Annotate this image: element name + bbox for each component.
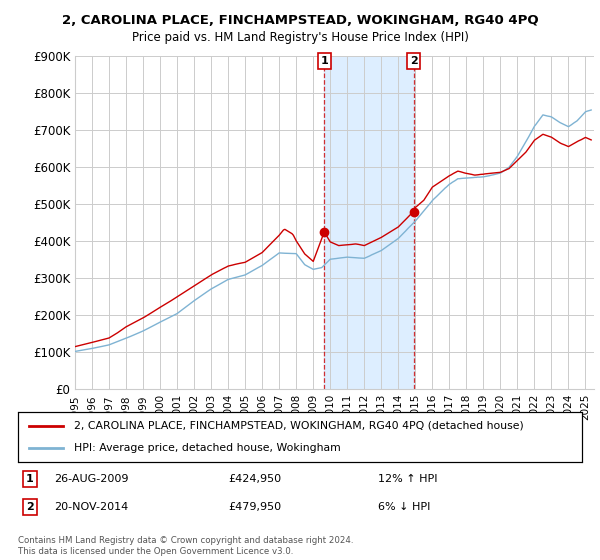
Text: 1: 1 bbox=[26, 474, 34, 484]
Text: Contains HM Land Registry data © Crown copyright and database right 2024.
This d: Contains HM Land Registry data © Crown c… bbox=[18, 536, 353, 556]
Text: £424,950: £424,950 bbox=[228, 474, 281, 484]
Text: 2: 2 bbox=[26, 502, 34, 512]
Text: 1: 1 bbox=[320, 56, 328, 66]
Text: 12% ↑ HPI: 12% ↑ HPI bbox=[378, 474, 437, 484]
Text: 20-NOV-2014: 20-NOV-2014 bbox=[54, 502, 128, 512]
Text: 2, CAROLINA PLACE, FINCHAMPSTEAD, WOKINGHAM, RG40 4PQ: 2, CAROLINA PLACE, FINCHAMPSTEAD, WOKING… bbox=[62, 14, 538, 27]
Text: 2, CAROLINA PLACE, FINCHAMPSTEAD, WOKINGHAM, RG40 4PQ (detached house): 2, CAROLINA PLACE, FINCHAMPSTEAD, WOKING… bbox=[74, 421, 524, 431]
Text: £479,950: £479,950 bbox=[228, 502, 281, 512]
Bar bbox=[324, 56, 413, 389]
Text: 2: 2 bbox=[410, 56, 418, 66]
Text: HPI: Average price, detached house, Wokingham: HPI: Average price, detached house, Woki… bbox=[74, 443, 341, 453]
Text: Price paid vs. HM Land Registry's House Price Index (HPI): Price paid vs. HM Land Registry's House … bbox=[131, 31, 469, 44]
Text: 6% ↓ HPI: 6% ↓ HPI bbox=[378, 502, 430, 512]
Text: 26-AUG-2009: 26-AUG-2009 bbox=[54, 474, 128, 484]
